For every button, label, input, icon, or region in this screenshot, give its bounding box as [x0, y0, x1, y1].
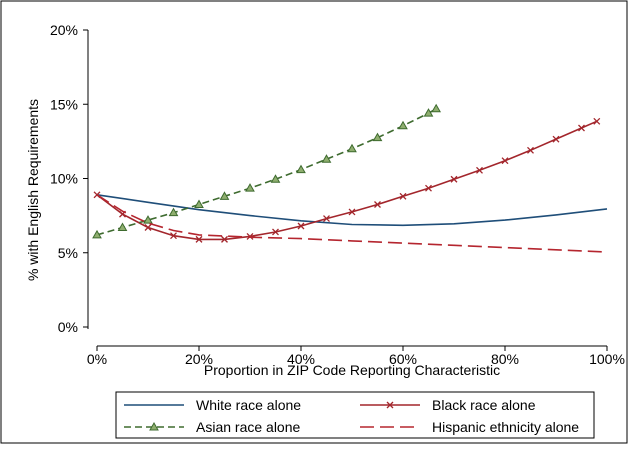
marker-stroke	[476, 166, 483, 174]
legend: White race alone Black race alone Asian ra…	[115, 391, 595, 439]
data-point	[194, 199, 204, 208]
data-point	[170, 232, 177, 240]
marker-stroke	[221, 235, 228, 243]
data-point	[92, 229, 102, 239]
x-tick-label: 40%	[287, 351, 315, 367]
series-line	[96, 194, 608, 227]
legend-label: Hispanic ethnicity alone	[432, 419, 579, 435]
data-point	[117, 222, 128, 232]
marker-stroke	[386, 401, 394, 409]
marker-stroke	[272, 228, 279, 236]
marker-stroke	[425, 184, 432, 192]
series-2	[92, 103, 442, 239]
legend-label: Asian race alone	[196, 419, 301, 435]
data-point	[593, 117, 601, 125]
data-point	[323, 215, 330, 223]
legend-item-0: White race alone	[124, 397, 301, 413]
marker-stroke	[144, 224, 152, 231]
data-point	[195, 235, 203, 243]
marker-stroke	[552, 135, 560, 143]
legend-marker	[386, 401, 394, 409]
y-tick-label: 0%	[58, 319, 78, 335]
marker-stroke	[348, 208, 356, 216]
x-tick-label: 100%	[589, 351, 625, 367]
data-point	[296, 164, 306, 174]
legend-box	[115, 391, 595, 439]
data-point	[372, 132, 383, 142]
data-point	[219, 191, 230, 200]
axes: 0% 5% 10% 15% 20% 0% 20% 40% 60% 80% 100%	[50, 22, 625, 367]
data-point	[450, 175, 458, 183]
legend-item-2: Asian race alone	[124, 419, 301, 435]
marker-stroke	[170, 232, 177, 240]
x-tick-label: 20%	[185, 351, 213, 367]
y-tick-label: 10%	[50, 171, 78, 187]
legend-label: White race alone	[196, 397, 301, 413]
data-point	[168, 207, 179, 217]
data-point	[245, 183, 255, 192]
marker-stroke	[593, 117, 601, 125]
data-point	[270, 174, 281, 183]
y-tick-label: 5%	[58, 245, 78, 261]
marker-stroke	[399, 192, 407, 200]
marker-stroke	[527, 146, 534, 154]
legend-item-1: Black race alone	[360, 397, 536, 413]
marker-stroke	[323, 215, 330, 223]
data-point	[431, 103, 442, 113]
legend-marker	[149, 421, 159, 431]
data-point	[144, 224, 152, 231]
data-point	[321, 154, 332, 163]
data-point	[348, 208, 356, 216]
data-point	[374, 201, 381, 208]
series-1	[93, 117, 601, 243]
data-point	[221, 235, 228, 243]
series-3	[96, 194, 608, 253]
x-tick-label: 80%	[491, 351, 519, 367]
marker-stroke	[578, 124, 585, 132]
data-point	[398, 120, 408, 130]
legend-label: Black race alone	[432, 397, 536, 413]
data-point	[347, 143, 357, 153]
y-axis-label: % with English Requirements	[25, 99, 41, 281]
series-line	[96, 194, 608, 253]
data-point	[425, 184, 432, 192]
data-point	[143, 215, 153, 224]
marker-stroke	[450, 175, 458, 183]
series-layer	[92, 103, 608, 253]
marker-stroke	[297, 222, 305, 230]
data-point	[578, 124, 585, 132]
data-point	[297, 222, 305, 230]
data-point	[399, 192, 407, 200]
series-0	[96, 194, 608, 227]
data-point	[476, 166, 483, 174]
data-point	[423, 108, 434, 117]
marker-stroke	[501, 157, 509, 165]
marker-stroke	[374, 201, 381, 208]
data-point	[501, 157, 509, 165]
x-tick-label: 0%	[87, 351, 107, 367]
y-tick-label: 15%	[50, 96, 78, 112]
marker-stroke	[195, 235, 203, 243]
legend-item-3: Hispanic ethnicity alone	[360, 419, 579, 435]
data-point	[552, 135, 560, 143]
y-tick-label: 20%	[50, 22, 78, 38]
data-point	[527, 146, 534, 154]
x-axis-label: Proportion in ZIP Code Reporting Charact…	[204, 362, 500, 378]
data-point	[272, 228, 279, 236]
x-tick-label: 60%	[389, 351, 417, 367]
